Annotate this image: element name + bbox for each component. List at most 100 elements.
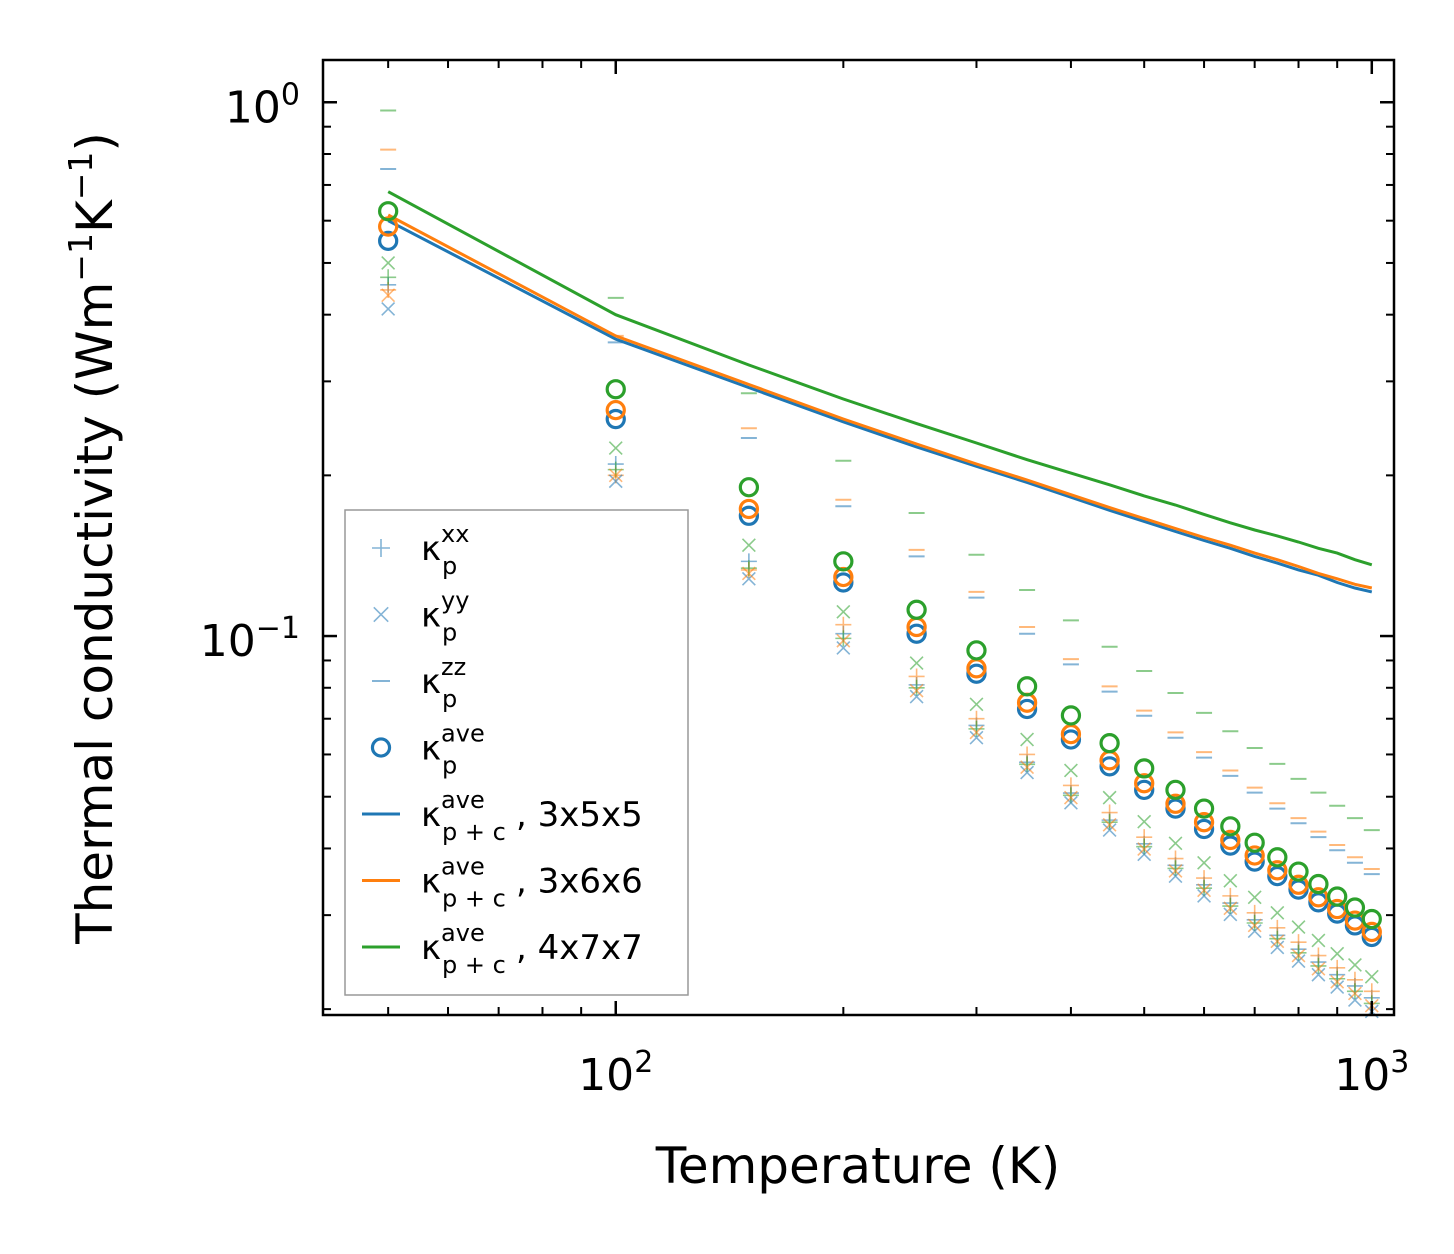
- point-x-3x5x5: [1291, 954, 1306, 969]
- point-plus-4x7x7: [1329, 970, 1346, 987]
- x-axis-label: Temperature (K): [655, 1137, 1060, 1195]
- point-circle-4x7x7: [1220, 816, 1241, 837]
- point-x-3x6x6: [381, 288, 396, 303]
- legend-label: κxx p: [421, 520, 469, 580]
- point-x-3x6x6: [608, 468, 623, 483]
- point-circle-4x7x7: [1267, 847, 1288, 868]
- legend-kappa: κ: [421, 662, 441, 702]
- legend-circle-marker: [370, 737, 392, 758]
- point-plus-4x7x7: [1196, 880, 1213, 897]
- y-tick-base: 10: [200, 616, 256, 667]
- point-x-4x7x7: [909, 656, 924, 671]
- point-plus-4x7x7: [908, 679, 925, 696]
- point-x-4x7x7: [1364, 969, 1379, 984]
- legend-superscript: xx: [441, 520, 469, 548]
- legend-kappa: κ: [421, 596, 441, 636]
- point-circle-3x5x5: [906, 623, 927, 644]
- legend-suffix: , 3x6x6: [516, 862, 643, 902]
- point-circle-3x6x6: [1165, 793, 1186, 814]
- point-x-4x7x7: [1347, 957, 1362, 972]
- point-x-3x5x5: [1347, 993, 1362, 1008]
- legend-item: κzz p: [372, 653, 466, 713]
- point-x-4x7x7: [1291, 920, 1306, 934]
- point-circle-3x6x6: [605, 399, 626, 421]
- x-tick-base: 10: [1334, 1050, 1390, 1101]
- point-circle-4x7x7: [1244, 832, 1265, 853]
- y-axis-label-sup1: −1: [61, 233, 100, 282]
- plot-marks: [378, 109, 1382, 1019]
- point-x-4x7x7: [1197, 855, 1212, 870]
- point-circle-3x6x6: [738, 498, 760, 520]
- point-circle-4x7x7: [833, 551, 854, 572]
- point-circle-3x5x5: [605, 408, 626, 430]
- point-x-4x7x7: [1063, 763, 1078, 778]
- point-x-3x6x6: [1247, 918, 1262, 933]
- point-x-3x6x6: [1223, 901, 1238, 916]
- line-series-3x5x5: [387, 219, 1373, 594]
- point-circle-4x7x7: [1016, 676, 1038, 697]
- point-x-3x5x5: [1063, 795, 1078, 810]
- point-circle-3x5x5: [1099, 756, 1120, 777]
- point-x-4x7x7: [969, 697, 984, 712]
- y-tick-base: 10: [225, 82, 281, 133]
- y-axis-label-k: K: [66, 199, 124, 233]
- point-x-4x7x7: [1330, 946, 1345, 961]
- legend-frame: [344, 509, 689, 996]
- y-axis-label-close: ): [66, 132, 124, 152]
- point-circle-4x7x7: [1060, 705, 1082, 726]
- point-circle-4x7x7: [906, 599, 927, 620]
- legend-subscript: p: [442, 752, 457, 780]
- series-hline-3x5x5: [380, 167, 1380, 876]
- x-tick-label: 103: [1334, 1045, 1409, 1101]
- point-plus-4x7x7: [1346, 983, 1363, 1000]
- series-circle-3x5x5: [378, 230, 1382, 948]
- legend-label: κave p + c , 3x6x6: [421, 853, 643, 913]
- point-x-3x5x5: [608, 474, 623, 489]
- point-circle-3x5x5: [1220, 835, 1241, 856]
- point-circle-3x6x6: [1361, 921, 1382, 943]
- point-x-4x7x7: [1247, 890, 1262, 905]
- point-plus-4x7x7: [1101, 814, 1118, 831]
- point-x-3x6x6: [836, 633, 851, 648]
- point-plus-4x7x7: [1222, 898, 1239, 915]
- legend-kappa: κ: [421, 928, 441, 968]
- legend-superscript: ave: [441, 853, 485, 881]
- legend-plus-marker: [372, 539, 390, 557]
- point-x-3x5x5: [741, 571, 756, 586]
- series-circle-4x7x7: [378, 201, 1382, 930]
- point-circle-3x5x5: [1134, 779, 1155, 801]
- point-x-3x6x6: [969, 725, 984, 740]
- point-x-3x6x6: [741, 566, 756, 581]
- point-circle-4x7x7: [1193, 798, 1215, 819]
- point-x-3x6x6: [1270, 934, 1285, 949]
- point-circle-4x7x7: [1344, 897, 1366, 918]
- point-circle-4x7x7: [1165, 779, 1186, 801]
- point-plus-4x7x7: [1290, 944, 1307, 961]
- x-tick-exponent: 3: [1390, 1045, 1409, 1080]
- axes-ticks: [323, 60, 1394, 1015]
- legend-item: κave p + c , 3x5x5: [362, 786, 643, 846]
- point-circle-3x5x5: [1244, 851, 1265, 872]
- legend-superscript: yy: [441, 587, 469, 615]
- point-circle-3x6x6: [1193, 812, 1215, 833]
- legend-item: κave p + c , 3x6x6: [362, 853, 643, 913]
- legend-item: κxx p: [372, 520, 469, 580]
- point-plus-4x7x7: [1167, 860, 1184, 877]
- legend-label: κzz p: [421, 653, 466, 713]
- point-circle-4x7x7: [1288, 861, 1309, 882]
- point-x-3x5x5: [836, 640, 851, 655]
- point-x-3x6x6: [1020, 760, 1035, 775]
- legend-subscript: p + c: [442, 951, 506, 979]
- line-series-3x6x6: [387, 213, 1373, 590]
- point-x-4x7x7: [1270, 905, 1285, 920]
- point-x-3x5x5: [1247, 924, 1262, 939]
- point-x-4x7x7: [1102, 790, 1117, 805]
- series-x-3x5x5: [381, 301, 1379, 1019]
- point-x-4x7x7: [1020, 732, 1035, 747]
- legend-kappa: κ: [421, 529, 441, 569]
- point-x-4x7x7: [381, 255, 396, 270]
- legend-item: κave p: [370, 720, 485, 780]
- legend-label: κave p: [421, 720, 485, 780]
